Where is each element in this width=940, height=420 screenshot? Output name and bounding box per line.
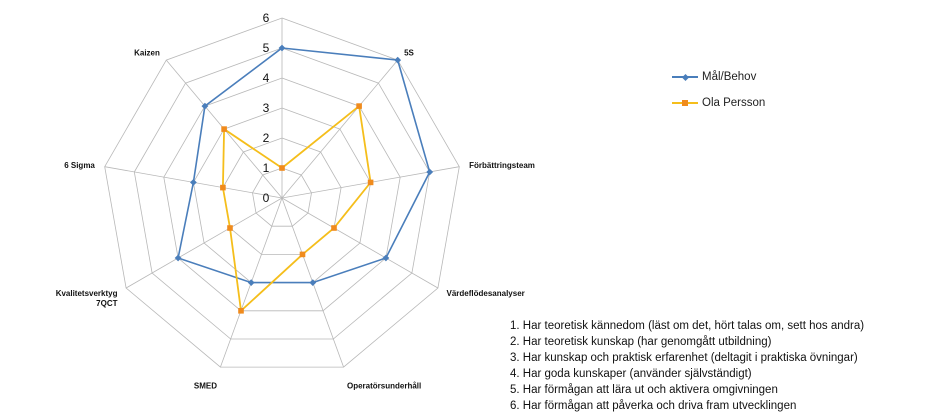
radial-tick-labels: 0 1 2 3 4 5 6 [263,11,270,205]
legend-item-series-1: Mål/Behov [672,64,765,90]
axis-labels: OEE/TAK 5S Förbättringsteam Värdeflödesanal… [56,0,535,391]
axis-label-6: SMED [194,382,217,391]
axis-label-line: Kvalitetsverktyg [56,289,118,298]
axis-label-1: OEE/TAK [265,0,300,2]
tick-label-2: 2 [263,131,270,145]
grid-ring-5 [133,47,431,340]
scale-note-5: 5. Har förmågan att lära ut och aktivera… [510,384,778,396]
axis-label-5: Operatörsunderhåll [347,382,421,391]
axis-label-line: Kaizen [134,49,160,58]
data-point-square-4 [331,225,337,231]
tick-label-5: 5 [263,41,270,55]
data-point-square-9 [221,126,227,132]
legend-label-series-1: Mål/Behov [702,71,757,83]
axis-label-line: Förbättringsteam [469,161,535,170]
tick-label-1: 1 [263,161,270,175]
spoke-4 [281,197,439,289]
tick-label-0: 0 [263,191,270,205]
data-point-diamond-8 [190,179,197,186]
grid-ring-1 [252,167,312,227]
data-point-square-3 [367,179,374,186]
axis-label-9: Kaizen [134,49,160,58]
tick-label-3: 3 [263,101,270,115]
scale-description-list: 1. Har teoretisk kännedom (läst om det, … [510,318,864,414]
axis-label-line: OEE/TAK [265,0,300,2]
scale-note-6: 6. Har förmågan att påverka och driva fr… [510,400,797,412]
grid-ring-4 [163,77,401,312]
legend-item-series-2: Ola Persson [672,90,765,116]
tick-label-4: 4 [263,71,270,85]
axis-label-line: Operatörsunderhåll [347,382,421,391]
legend-diamond-marker [681,73,689,81]
data-point-square-6 [238,308,244,314]
axis-label-line: SMED [194,382,217,391]
data-point-diamond-1 [278,44,286,52]
axis-label-4: Värdeflödesanalyser [447,289,525,298]
legend-swatch-series-2 [672,97,698,109]
series-line-2 [221,104,372,313]
legend-swatch-series-1 [672,71,698,83]
series-line-1 [177,47,431,284]
axis-label-line: 7QCT [96,299,117,308]
data-point-diamond-6 [247,279,255,286]
axis-label-7: Kvalitetsverktyg 7QCT [56,289,118,308]
data-point-square-7 [227,225,233,231]
scale-note-4: 4. Har goda kunskaper (använder självstä… [510,368,752,380]
axis-label-2: 5S [404,49,414,58]
legend-square-marker [682,100,688,106]
data-point-square-2 [356,103,362,109]
spoke-2 [281,59,399,199]
legend-label-series-2: Ola Persson [702,97,766,109]
spoke-7 [125,197,283,289]
axis-label-8: 6 Sigma [64,161,95,170]
data-point-square-8 [220,184,226,191]
data-point-diamond-2 [394,56,402,64]
data-point-square-1 [279,165,285,171]
data-point-diamond-9 [201,102,209,110]
data-point-diamond-3 [426,168,434,176]
axis-label-line: Värdeflödesanalyser [447,289,525,298]
axis-label-line: 5S [404,49,414,58]
grid-ring-2 [222,137,342,255]
data-point-diamond-5 [309,279,317,286]
scale-note-2: 2. Har teoretisk kunskap (har genomgått … [510,336,772,348]
data-point-square-5 [299,251,306,258]
legend: Mål/Behov Ola Persson [672,64,765,116]
axis-label-line: 6 Sigma [64,161,95,170]
grid-ring-6 [104,17,460,368]
axis-label-3: Förbättringsteam [469,161,535,170]
data-point-diamond-4 [382,254,390,262]
scale-note-3: 3. Har kunskap och praktisk erfarenhet (… [510,352,858,364]
tick-label-6: 6 [263,11,270,25]
data-series [174,44,434,314]
data-point-diamond-7 [174,254,182,262]
scale-note-1: 1. Har teoretisk kännedom (läst om det, … [510,320,865,332]
